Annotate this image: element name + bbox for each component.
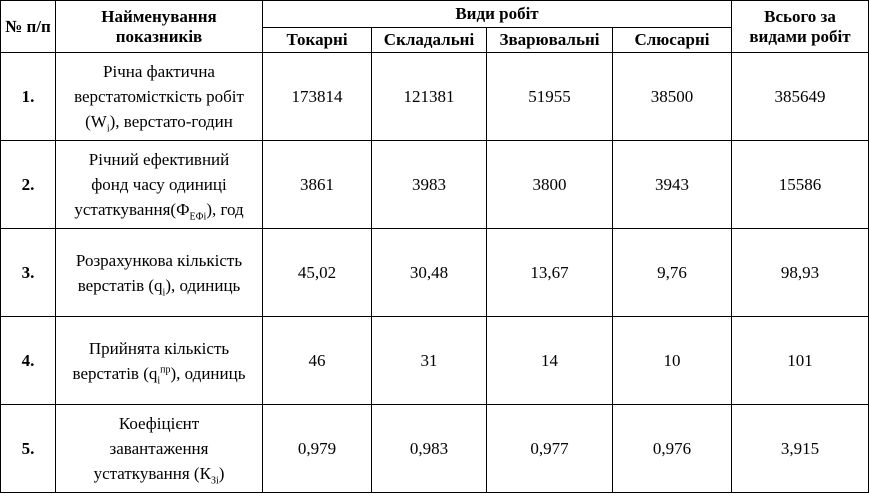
cell: 51955 [486,52,613,141]
subscript: Зі [210,475,219,487]
text: Прийнята кількість [88,338,230,358]
cell: 121381 [371,52,487,141]
superscript: пр [160,363,171,375]
cell: 0,977 [486,404,613,493]
row: 4. Прийнята кількість верстатів (qiпр), о… [0,316,869,405]
cell-total: 15586 [731,140,869,229]
subscript: i [106,123,110,135]
text: Коефіцієнт [118,414,200,433]
text: верстатів (q [77,275,163,295]
row-name: Прийнята кількість верстатів (qiпр), один… [55,316,263,405]
text: (W [85,112,107,131]
cell: 38500 [612,52,732,141]
cell: 45,02 [262,228,372,317]
header-name: Найменування показників [55,0,263,53]
row-name: Коефіцієнт завантаження устаткування (КЗі) [55,404,263,493]
header-total: Всього за видами робіт [731,0,869,53]
row-name: Річний ефективний фонд часу одиниці устатк… [55,140,263,229]
row: 2. Річний ефективний фонд часу одиниці уст… [0,140,869,229]
header-group: Види робіт [262,0,732,28]
row-name: Розрахункова кількість верстатів (qi), од… [55,228,263,317]
text: устаткування (К [93,464,211,483]
text: верстатів (q [72,363,158,383]
text: верстатомісткість робіт [74,87,244,106]
cell: 10 [612,316,732,405]
text: ), год [206,200,244,219]
cell: 173814 [262,52,372,141]
text: ), одиниць [170,363,246,383]
text: ) [218,464,225,483]
header-column: Складальні [371,27,487,53]
row: 3. Розрахункова кількість верстатів (qi),… [0,228,869,317]
text: устаткування(Ф [74,200,190,219]
subscript: ЕФі [189,211,207,223]
cell: 30,48 [371,228,487,317]
cell: 14 [486,316,613,405]
row-number: 1. [0,52,56,141]
row-number: 4. [0,316,56,405]
cell: 13,67 [486,228,613,317]
subscript: i [162,286,166,298]
header-column: Зварювальні [486,27,613,53]
cell: 3800 [486,140,613,229]
cell: 46 [262,316,372,405]
text: Річний ефективний [88,150,230,169]
row-name: Річна фактична верстатомісткість робіт (Wi… [55,52,263,141]
cell: 3943 [612,140,732,229]
cell-total: 101 [731,316,869,405]
cell: 31 [371,316,487,405]
cell-total: 98,93 [731,228,869,317]
text: завантаження [109,439,209,458]
text: ), верстато-годин [109,112,233,131]
cell-total: 385649 [731,52,869,141]
row-number: 2. [0,140,56,229]
row: 5. Коефіцієнт завантаження устаткування (К… [0,404,869,493]
cell: 3983 [371,140,487,229]
row-number: 5. [0,404,56,493]
subscript: i [157,374,161,386]
cell-total: 3,915 [731,404,869,493]
cell: 3861 [262,140,372,229]
text: ), одиниць [165,275,241,295]
header-column: Токарні [262,27,372,53]
cell: 0,983 [371,404,487,493]
text: фонд часу одиниці [91,175,227,194]
row-number: 3. [0,228,56,317]
header-number: № п/п [0,0,56,53]
header-column: Слюсарні [612,27,732,53]
text: Розрахункова кількість [75,250,243,270]
row: 1. Річна фактична верстатомісткість робіт… [0,52,869,141]
cell: 0,979 [262,404,372,493]
text: Річна фактична [103,62,215,81]
cell: 0,976 [612,404,732,493]
cell: 9,76 [612,228,732,317]
